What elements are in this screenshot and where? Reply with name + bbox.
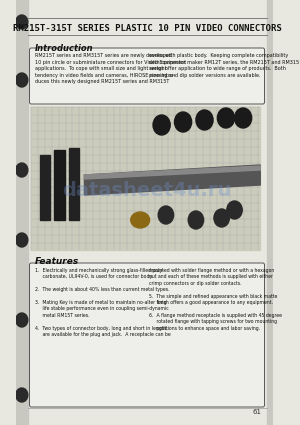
Circle shape xyxy=(188,211,204,229)
Bar xyxy=(40,155,50,220)
Circle shape xyxy=(235,108,252,128)
Bar xyxy=(31,107,260,250)
Circle shape xyxy=(16,163,28,177)
Circle shape xyxy=(153,115,170,135)
Text: mounted with solder flange method or with a hexagon
nut and each of these method: mounted with solder flange method or wit… xyxy=(149,268,282,331)
FancyBboxPatch shape xyxy=(29,263,265,407)
Text: RM215T-315T SERIES PLASTIC 10 PIN VIDEO CONNECTORS: RM215T-315T SERIES PLASTIC 10 PIN VIDEO … xyxy=(13,23,281,32)
Text: 61: 61 xyxy=(253,409,262,415)
Text: RM215T series and RM315T series are newly developed
10 pin circle or subminiatur: RM215T series and RM315T series are newl… xyxy=(35,53,186,85)
FancyBboxPatch shape xyxy=(29,48,265,104)
Circle shape xyxy=(16,313,28,327)
Circle shape xyxy=(158,206,174,224)
Polygon shape xyxy=(84,165,260,195)
Bar xyxy=(267,0,273,425)
Bar xyxy=(69,148,79,220)
Text: datasheet4u.ru: datasheet4u.ru xyxy=(62,181,232,199)
Bar xyxy=(16,0,28,425)
Circle shape xyxy=(214,209,230,227)
Circle shape xyxy=(218,108,235,128)
Circle shape xyxy=(16,233,28,247)
Circle shape xyxy=(227,201,242,219)
Text: 1.  Electrically and mechanically strong glass-filled poly-
     carbonate, UL94: 1. Electrically and mechanically strong … xyxy=(35,268,170,337)
Circle shape xyxy=(175,112,192,132)
Polygon shape xyxy=(84,166,260,179)
Bar xyxy=(54,150,65,220)
Text: Introduction: Introduction xyxy=(35,44,93,53)
Circle shape xyxy=(16,388,28,402)
Circle shape xyxy=(196,110,213,130)
Circle shape xyxy=(16,15,28,29)
Text: series with plastic body.  Keeping complete compatibility
with connector maker R: series with plastic body. Keeping comple… xyxy=(149,53,299,78)
Circle shape xyxy=(16,73,28,87)
Text: Features: Features xyxy=(35,257,79,266)
Ellipse shape xyxy=(131,212,150,228)
